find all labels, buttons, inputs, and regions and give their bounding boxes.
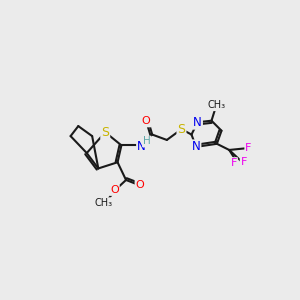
Text: CH₃: CH₃ xyxy=(94,198,113,208)
Text: F: F xyxy=(231,158,237,168)
Text: N: N xyxy=(192,140,200,153)
Text: O: O xyxy=(110,185,119,195)
Text: CH₃: CH₃ xyxy=(208,100,226,110)
Text: H: H xyxy=(143,136,151,146)
Text: O: O xyxy=(136,180,144,190)
Text: O: O xyxy=(142,116,150,127)
Text: N: N xyxy=(193,116,202,129)
Text: S: S xyxy=(178,123,185,136)
Text: F: F xyxy=(241,157,247,167)
Text: S: S xyxy=(101,126,109,139)
Text: N: N xyxy=(137,140,146,153)
Text: F: F xyxy=(245,143,252,153)
